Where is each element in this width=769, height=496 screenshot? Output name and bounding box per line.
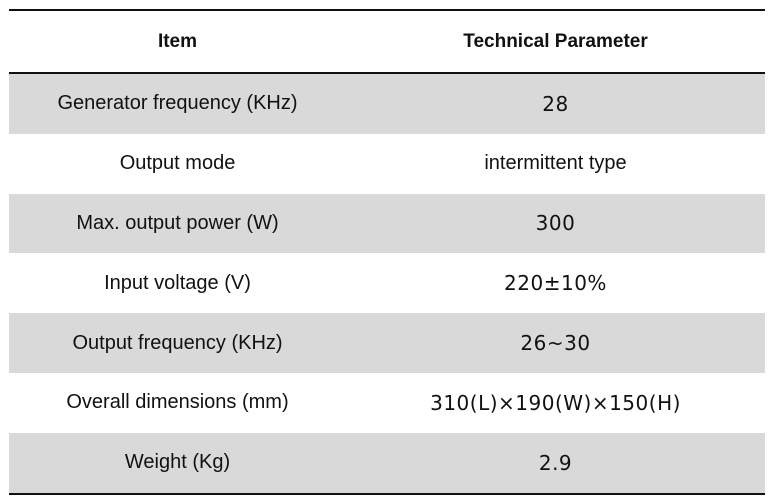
table-row-input-voltage: Input voltage (V) 220±10% <box>9 253 765 314</box>
header-cell-item: Item <box>9 31 346 53</box>
table-row-output-mode: Output mode intermittent type <box>9 133 765 194</box>
item-cell: Output frequency (KHz) <box>9 332 346 355</box>
item-value: 220±10% <box>504 271 607 296</box>
value-cell: 300 <box>346 211 765 235</box>
value-cell: 26~30 <box>346 331 765 355</box>
value-cell: 2.9 <box>346 451 765 475</box>
item-cell: Overall dimensions (mm) <box>9 391 346 414</box>
item-label: Generator frequency (KHz) <box>57 92 298 115</box>
item-value: intermittent type <box>484 152 627 175</box>
value-cell: intermittent type <box>346 152 765 175</box>
item-label: Input voltage (V) <box>104 271 251 294</box>
item-cell: Input voltage (V) <box>9 272 346 295</box>
table-row-overall-dimensions: Overall dimensions (mm) 310(L)×190(W)×15… <box>9 372 765 433</box>
value-cell: 28 <box>346 92 765 116</box>
header-parameter-label: Technical Parameter <box>463 30 648 52</box>
table-header-row: Item Technical Parameter <box>9 11 765 74</box>
item-label: Output mode <box>119 152 236 175</box>
item-value: 26~30 <box>520 331 591 356</box>
item-cell: Weight (Kg) <box>9 451 346 474</box>
item-value: 2.9 <box>538 450 573 475</box>
value-cell: 220±10% <box>346 271 765 295</box>
item-value: 300 <box>535 211 576 236</box>
item-label: Max. output power (W) <box>76 211 279 234</box>
header-cell-parameter: Technical Parameter <box>346 31 765 53</box>
item-cell: Max. output power (W) <box>9 212 346 235</box>
technical-specifications-table: Item Technical Parameter Generator frequ… <box>9 9 765 495</box>
table-row-weight: Weight (Kg) 2.9 <box>9 432 765 493</box>
table-row-output-frequency: Output frequency (KHz) 26~30 <box>9 313 765 373</box>
item-value: 310(L)×190(W)×150(H) <box>430 390 681 415</box>
value-cell: 310(L)×190(W)×150(H) <box>346 391 765 415</box>
item-value: 28 <box>542 91 569 116</box>
item-cell: Output mode <box>9 152 346 175</box>
item-label: Output frequency (KHz) <box>72 331 283 354</box>
header-item-label: Item <box>157 30 198 52</box>
table-body: Generator frequency (KHz) 28 Output mode… <box>9 74 765 493</box>
table-row-generator-frequency: Generator frequency (KHz) 28 <box>9 74 765 134</box>
item-label: Overall dimensions (mm) <box>66 391 289 414</box>
table-row-max-output-power: Max. output power (W) 300 <box>9 193 765 254</box>
item-cell: Generator frequency (KHz) <box>9 92 346 115</box>
item-label: Weight (Kg) <box>124 451 231 474</box>
